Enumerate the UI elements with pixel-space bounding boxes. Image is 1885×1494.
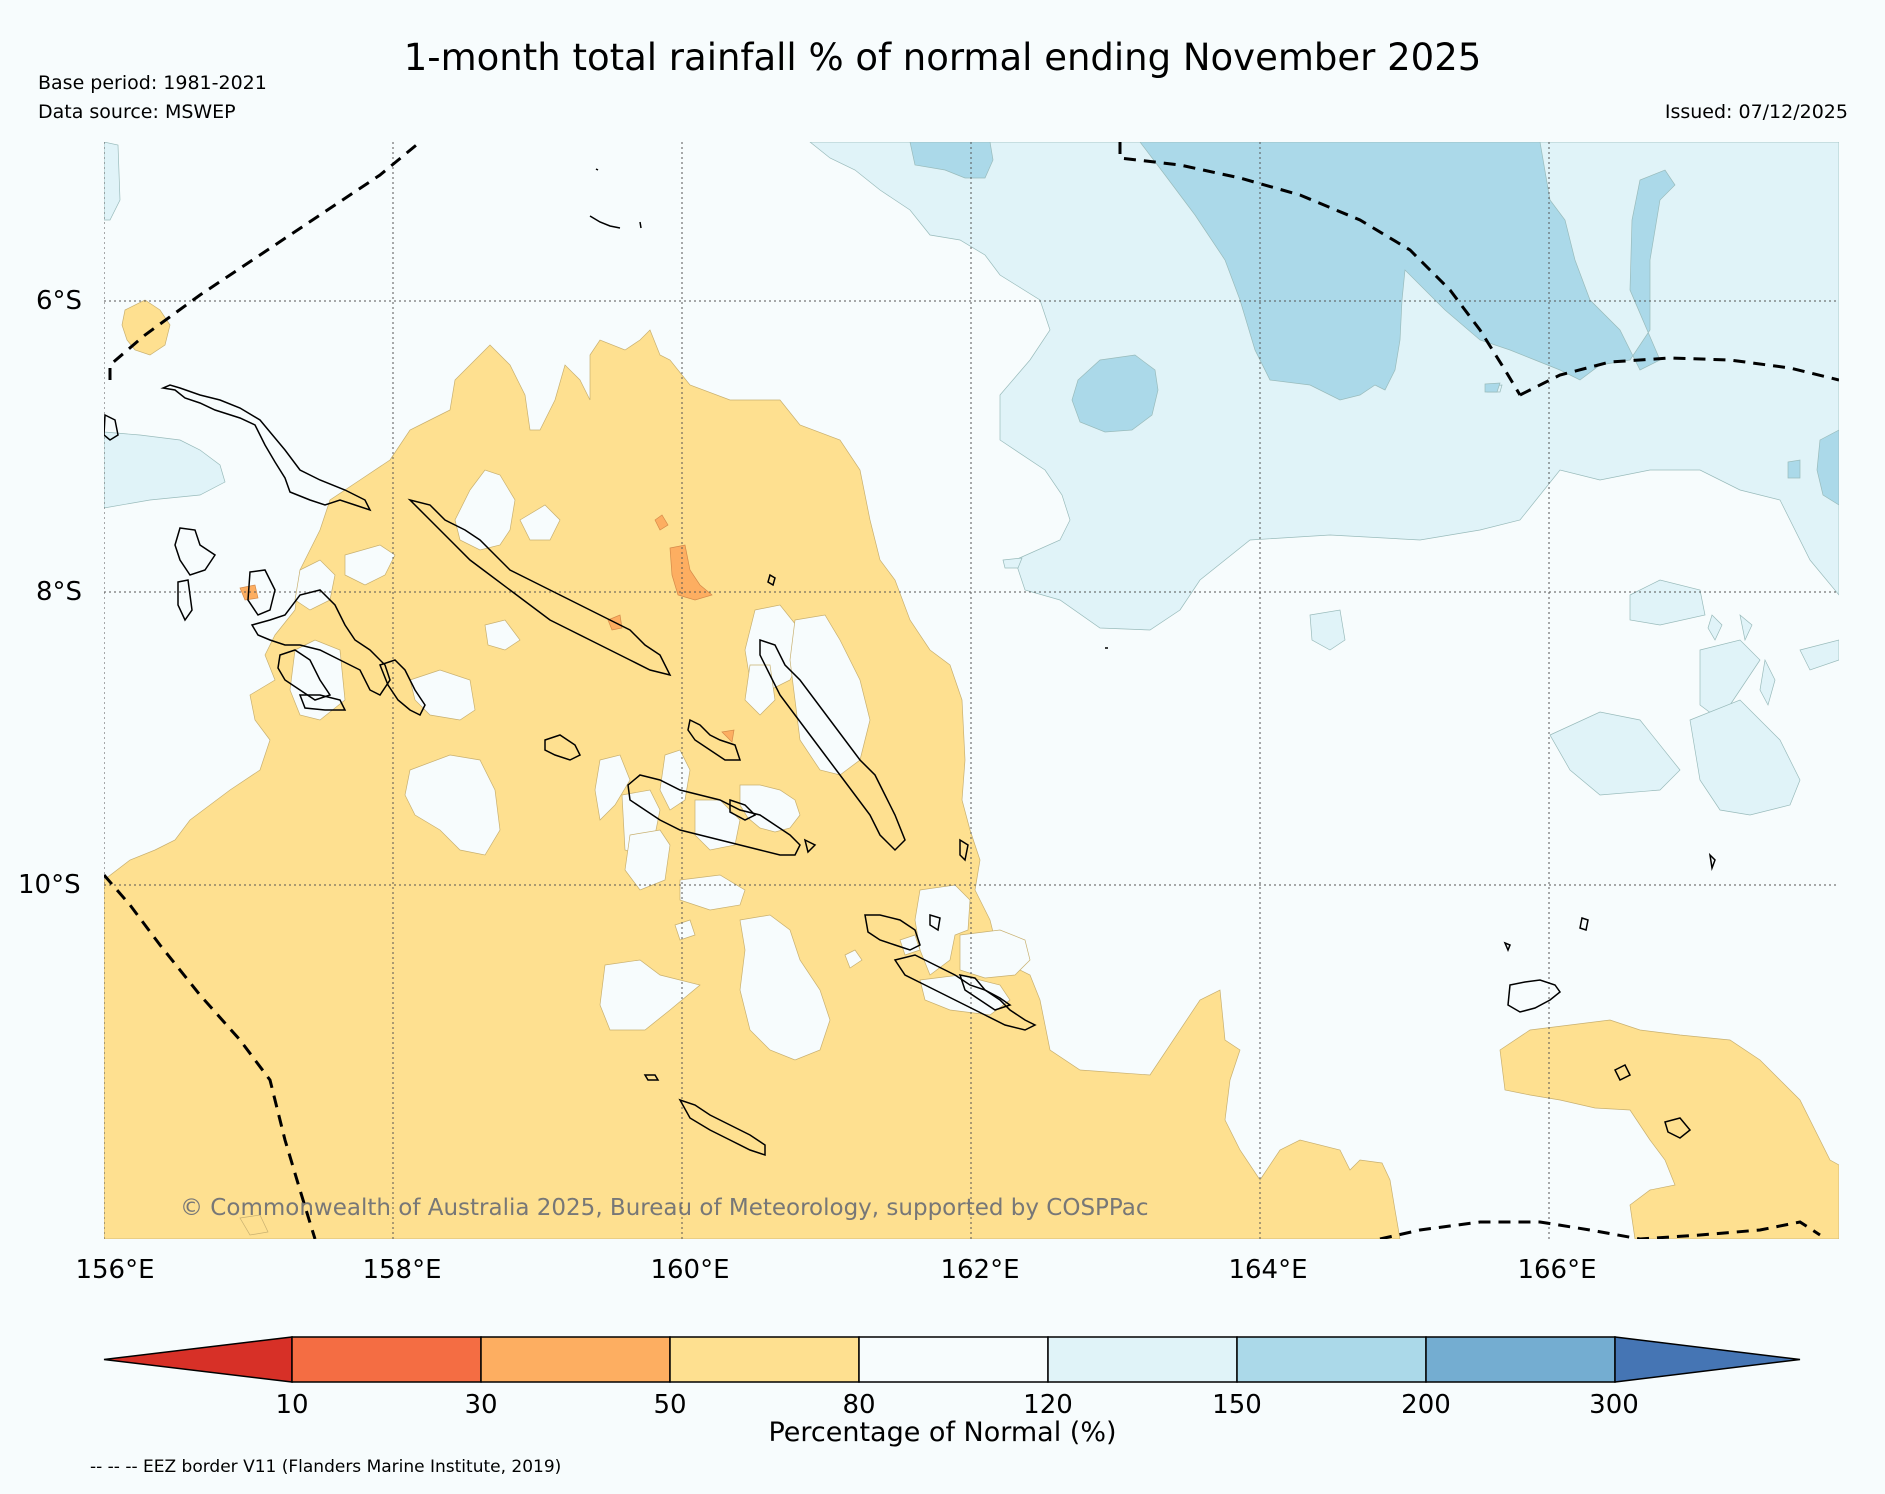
colorbar-tick-label: 10 <box>275 1390 309 1420</box>
colorbar-tick-label: 50 <box>653 1390 687 1420</box>
x-tick-label: 160°E <box>650 1255 730 1285</box>
colorbar-tick-label: 300 <box>1589 1390 1639 1420</box>
issued-date-label: Issued: 07/12/2025 <box>1664 101 1848 123</box>
x-tick-label: 158°E <box>362 1255 442 1285</box>
colorbar-tick-label: 200 <box>1401 1390 1451 1420</box>
colorbar <box>103 1336 1801 1383</box>
colorbar-segment <box>1236 1336 1427 1383</box>
colorbar-segment <box>669 1336 860 1383</box>
copyright-watermark: © Commonwealth of Australia 2025, Bureau… <box>180 1195 1149 1221</box>
normal-pockets <box>289 469 1031 1061</box>
dry-zone-30-50 <box>239 514 735 743</box>
colorbar-tick-label: 80 <box>842 1390 876 1420</box>
y-tick-label: 8°S <box>36 577 83 607</box>
colorbar-tick-label: 30 <box>464 1390 498 1420</box>
wet-zone-150-200 <box>909 142 1839 506</box>
colorbar-segment <box>291 1336 482 1383</box>
colorbar-segment <box>1047 1336 1238 1383</box>
dry-zone-50-80 <box>104 299 1839 1239</box>
colorbar-extend-high <box>1614 1336 1801 1383</box>
x-tick-label: 162°E <box>940 1255 1020 1285</box>
colorbar-tick-label: 150 <box>1212 1390 1262 1420</box>
map-canvas <box>104 142 1839 1239</box>
map-title: 1-month total rainfall % of normal endin… <box>403 36 1482 79</box>
islands <box>104 168 1716 1157</box>
y-tick-label: 10°S <box>18 870 81 900</box>
eez-legend-note: -- -- -- EEZ border V11 (Flanders Marine… <box>90 1457 562 1477</box>
data-source-label: Data source: MSWEP <box>38 101 236 123</box>
colorbar-segment <box>858 1336 1049 1383</box>
y-tick-label: 6°S <box>36 286 83 316</box>
base-period-label: Base period: 1981-2021 <box>38 72 267 94</box>
x-tick-label: 166°E <box>1517 1255 1597 1285</box>
graticule <box>104 142 1839 1239</box>
colorbar-segment <box>1425 1336 1616 1383</box>
colorbar-extend-low <box>103 1336 293 1383</box>
x-tick-label: 156°E <box>75 1255 155 1285</box>
x-tick-label: 164°E <box>1228 1255 1308 1285</box>
colorbar-title: Percentage of Normal (%) <box>768 1417 1117 1448</box>
colorbar-tick-label: 120 <box>1023 1390 1073 1420</box>
colorbar-segment <box>480 1336 671 1383</box>
eez-borders <box>104 142 1839 1239</box>
